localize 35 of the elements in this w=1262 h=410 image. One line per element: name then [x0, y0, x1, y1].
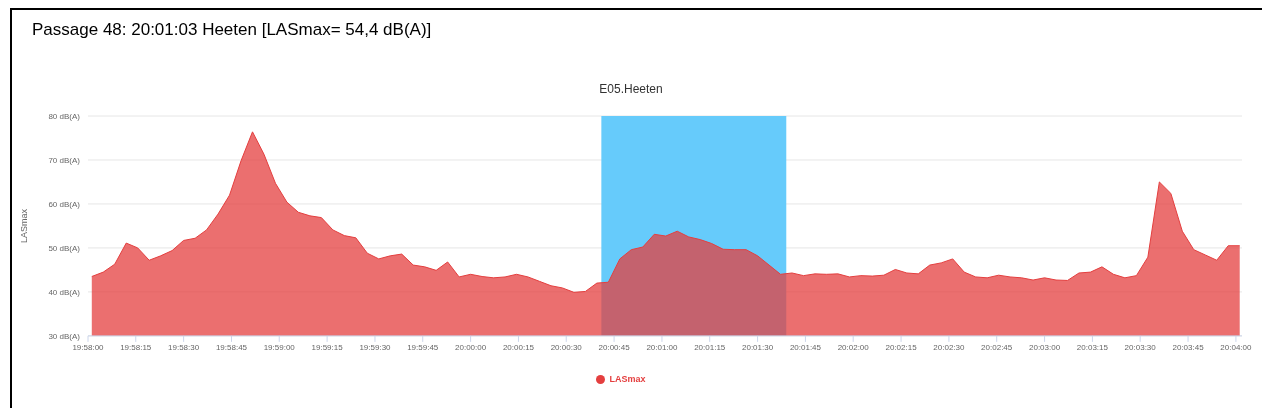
- x-tick-label: 20:02:45: [981, 342, 1013, 352]
- y-tick-label: 70 dB(A): [48, 155, 81, 165]
- x-tick-label: 20:03:45: [1172, 342, 1205, 352]
- x-tick-label: 19:58:00: [72, 342, 105, 352]
- chart-subtitle: E05.Heeten: [598, 82, 664, 96]
- y-tick-label: 80 dB(A): [48, 111, 81, 121]
- x-tick-label: 19:58:15: [120, 342, 152, 352]
- x-tick-label: 19:58:30: [168, 342, 200, 352]
- x-tick-label: 20:00:15: [502, 342, 535, 352]
- x-tick-label: 20:01:30: [742, 342, 774, 352]
- x-tick-label: 19:59:45: [407, 342, 439, 352]
- x-tick-label: 20:03:30: [1124, 342, 1157, 352]
- chart-title: Passage 48: 20:01:03 Heeten [LASmax= 54,4 dB(A)]: [32, 20, 432, 40]
- x-tick-label: 19:59:15: [311, 342, 344, 352]
- x-tick-label: 20:01:45: [789, 342, 822, 352]
- y-axis-title: LASmax: [19, 208, 30, 243]
- x-tick-label: 20:01:00: [646, 342, 679, 352]
- x-tick-label: 20:00:30: [550, 342, 583, 352]
- x-tick-label: 20:03:15: [1076, 342, 1109, 352]
- x-tick-label: 20:01:15: [694, 342, 726, 352]
- x-tick-label: 20:02:15: [885, 342, 918, 352]
- x-tick-label: 20:03:00: [1028, 342, 1061, 352]
- x-tick-label: 19:59:30: [359, 342, 392, 352]
- y-tick-label: 40 dB(A): [48, 287, 81, 297]
- x-tick-label: 19:58:45: [215, 342, 248, 352]
- legend-label: LASmax: [609, 373, 646, 384]
- x-tick-label: 20:02:00: [837, 342, 870, 352]
- x-tick-label: 19:59:00: [263, 342, 296, 352]
- x-tick-label: 20:02:30: [933, 342, 966, 352]
- x-tick-label: 20:00:45: [598, 342, 631, 352]
- x-tick-label: 20:00:00: [455, 342, 487, 352]
- x-tick-label: 20:04:00: [1220, 342, 1253, 352]
- y-tick-label: 60 dB(A): [48, 199, 81, 209]
- y-tick-label: 30 dB(A): [48, 331, 81, 341]
- y-tick-label: 50 dB(A): [48, 243, 81, 253]
